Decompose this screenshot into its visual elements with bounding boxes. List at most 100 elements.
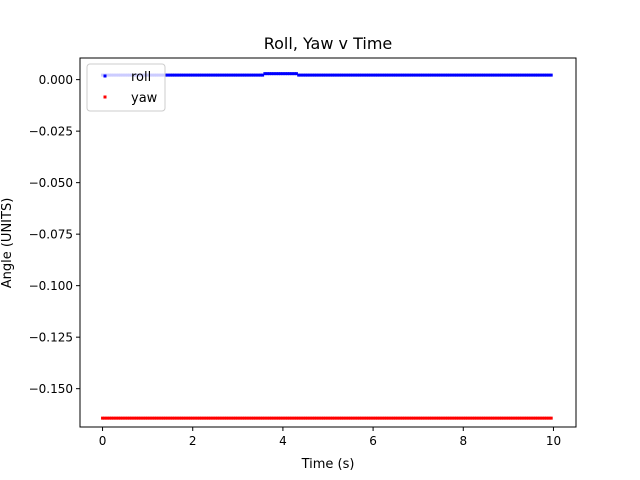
chart-title: Roll, Yaw v Time <box>264 34 393 53</box>
data-point-roll <box>312 73 316 77</box>
data-point-yaw <box>524 416 528 420</box>
data-point-roll <box>331 73 335 77</box>
data-point-yaw <box>335 416 339 420</box>
data-point-roll <box>179 73 183 77</box>
data-point-roll <box>533 73 537 77</box>
data-point-roll <box>303 73 307 77</box>
data-point-yaw <box>164 416 168 420</box>
data-point-roll <box>319 73 323 77</box>
data-point-yaw <box>441 416 445 420</box>
data-point-roll <box>164 73 168 77</box>
data-point-yaw <box>455 416 459 420</box>
y-axis: 0.000 −0.025 −0.050 −0.075 −0.100 −0.125 −0.15… <box>29 73 80 396</box>
data-point-roll <box>491 73 495 77</box>
data-point-yaw <box>324 416 328 420</box>
data-point-roll <box>358 73 362 77</box>
y-tick-label: −0.100 <box>29 279 73 293</box>
data-point-roll <box>468 73 472 77</box>
data-point-roll <box>294 72 298 76</box>
data-point-yaw <box>418 416 422 420</box>
data-point-roll <box>434 73 438 77</box>
data-point-yaw <box>403 416 407 420</box>
data-point-yaw <box>380 416 384 420</box>
data-point-yaw <box>509 416 513 420</box>
data-point-yaw <box>166 416 170 420</box>
data-point-roll <box>396 73 400 77</box>
data-point-yaw <box>387 416 391 420</box>
data-point-roll <box>443 73 447 77</box>
data-point-yaw <box>391 416 395 420</box>
data-point-yaw <box>123 416 127 420</box>
y-tick-label: −0.025 <box>29 125 73 139</box>
data-point-roll <box>441 73 445 77</box>
data-point-yaw <box>227 416 231 420</box>
data-point-roll <box>502 73 506 77</box>
data-point-yaw <box>132 416 136 420</box>
data-point-yaw <box>112 416 116 420</box>
data-point-yaw <box>353 416 357 420</box>
data-point-yaw <box>328 416 332 420</box>
data-point-yaw <box>479 416 483 420</box>
data-point-roll <box>317 73 321 77</box>
data-point-roll <box>245 73 249 77</box>
data-point-yaw <box>234 416 238 420</box>
data-point-yaw <box>430 416 434 420</box>
data-point-roll <box>283 72 287 76</box>
data-point-yaw <box>301 416 305 420</box>
data-point-yaw <box>355 416 359 420</box>
data-point-roll <box>247 73 251 77</box>
data-point-yaw <box>321 416 325 420</box>
data-point-roll <box>378 73 382 77</box>
data-point-yaw <box>207 416 211 420</box>
data-point-yaw <box>425 416 429 420</box>
data-point-yaw <box>170 416 174 420</box>
data-point-yaw <box>400 416 404 420</box>
data-point-yaw <box>175 416 179 420</box>
data-point-roll <box>170 73 174 77</box>
data-point-roll <box>225 73 229 77</box>
data-point-yaw <box>545 416 549 420</box>
data-point-roll <box>272 72 276 76</box>
data-point-roll <box>547 73 551 77</box>
data-point-yaw <box>188 416 192 420</box>
data-point-roll <box>457 73 461 77</box>
legend: roll yaw <box>86 63 166 112</box>
data-point-roll <box>315 73 319 77</box>
data-point-yaw <box>152 416 156 420</box>
data-point-yaw <box>448 416 452 420</box>
data-point-yaw <box>249 416 253 420</box>
data-point-yaw <box>385 416 389 420</box>
data-point-roll <box>427 73 431 77</box>
data-point-yaw <box>130 416 134 420</box>
data-point-roll <box>529 73 533 77</box>
data-point-roll <box>324 73 328 77</box>
data-point-roll <box>191 73 195 77</box>
data-point-yaw <box>270 416 274 420</box>
data-point-yaw <box>105 416 109 420</box>
data-point-roll <box>403 73 407 77</box>
legend-marker-yaw <box>103 95 107 99</box>
data-point-yaw <box>520 416 524 420</box>
data-point-roll <box>394 73 398 77</box>
data-point-yaw <box>110 416 114 420</box>
data-point-roll <box>385 73 389 77</box>
data-point-roll <box>371 73 375 77</box>
data-point-yaw <box>116 416 120 420</box>
data-point-yaw <box>358 416 362 420</box>
legend-marker-roll <box>103 74 107 78</box>
data-point-roll <box>421 73 425 77</box>
data-point-roll <box>382 73 386 77</box>
data-point-roll <box>425 73 429 77</box>
data-point-roll <box>536 73 540 77</box>
data-point-yaw <box>470 416 474 420</box>
data-point-roll <box>274 72 278 76</box>
data-point-yaw <box>398 416 402 420</box>
data-marks <box>101 72 553 420</box>
data-point-roll <box>281 72 285 76</box>
series-yaw <box>101 416 553 420</box>
data-point-roll <box>236 73 240 77</box>
data-point-roll <box>252 73 256 77</box>
data-point-roll <box>209 73 213 77</box>
data-point-roll <box>409 73 413 77</box>
data-point-yaw <box>274 416 278 420</box>
